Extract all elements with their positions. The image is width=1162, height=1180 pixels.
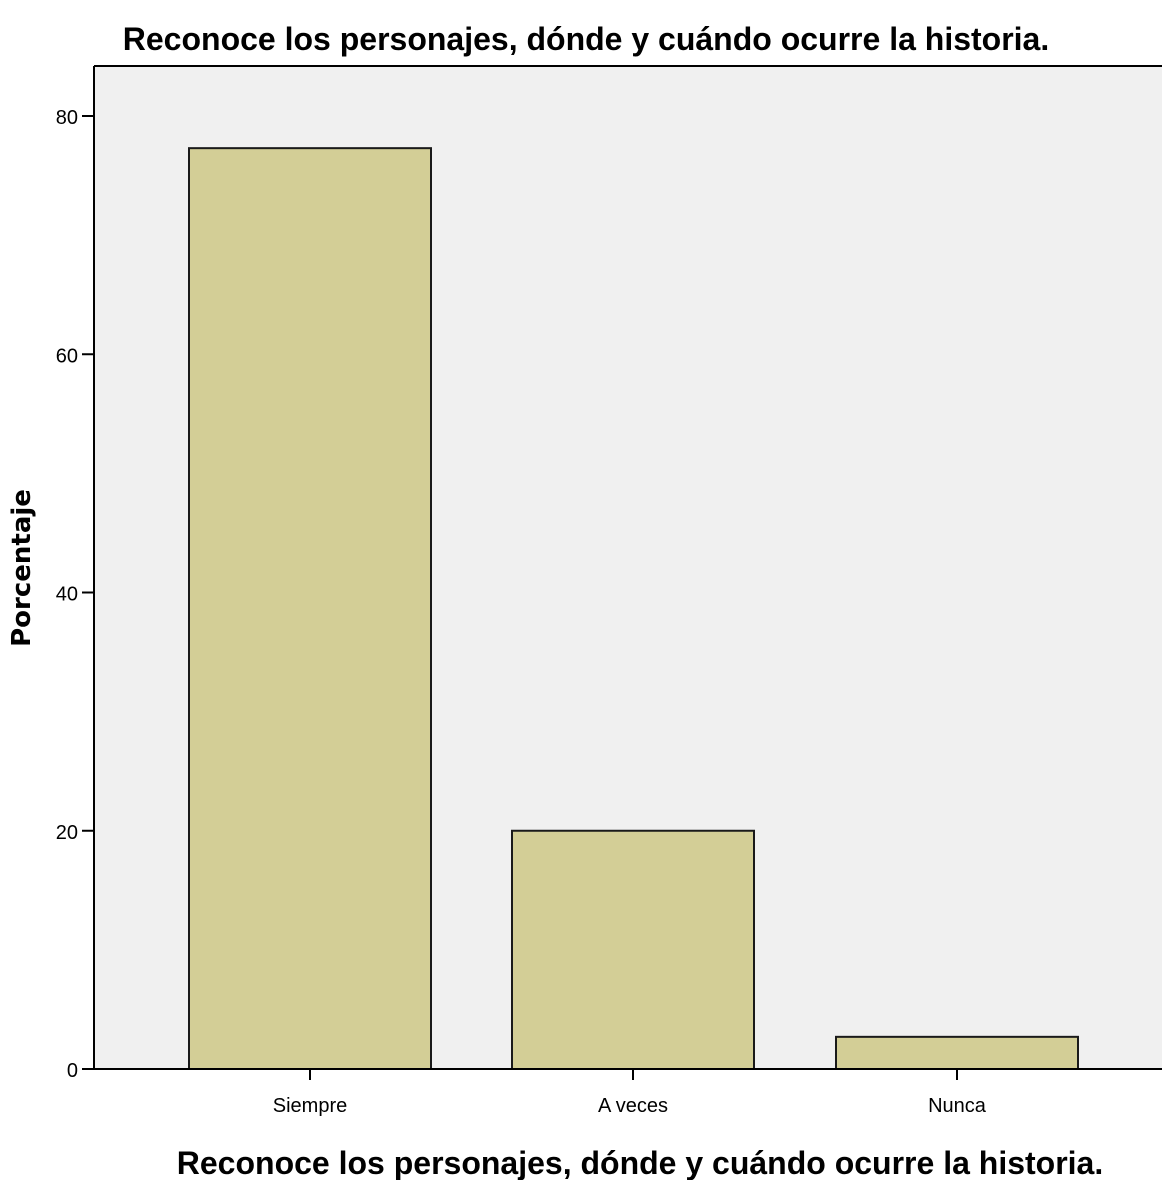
bar-siempre (188, 147, 432, 1070)
bar-a-veces (511, 829, 755, 1070)
y-axis-title: Porcentaje (7, 489, 37, 647)
x-ticks-group: Siempre A veces Nunca (273, 1069, 987, 1117)
bar-nunca (835, 1035, 1079, 1071)
chart-title: Reconoce los personajes, dónde y cuándo … (123, 21, 1049, 57)
y-tick-label: 40 (56, 584, 78, 606)
y-tick-label: 20 (56, 822, 78, 844)
bars-group (188, 147, 1079, 1071)
y-ticks-group: 0 20 40 60 80 (56, 107, 94, 1082)
x-tick-label: Siempre (273, 1095, 347, 1117)
y-tick-label: 0 (67, 1060, 78, 1082)
x-tick-label: Nunca (928, 1095, 987, 1117)
x-tick-label: A veces (598, 1095, 668, 1117)
y-tick-label: 80 (56, 107, 78, 129)
y-tick-label: 60 (56, 345, 78, 367)
x-axis-title: Reconoce los personajes, dónde y cuándo … (177, 1145, 1103, 1180)
